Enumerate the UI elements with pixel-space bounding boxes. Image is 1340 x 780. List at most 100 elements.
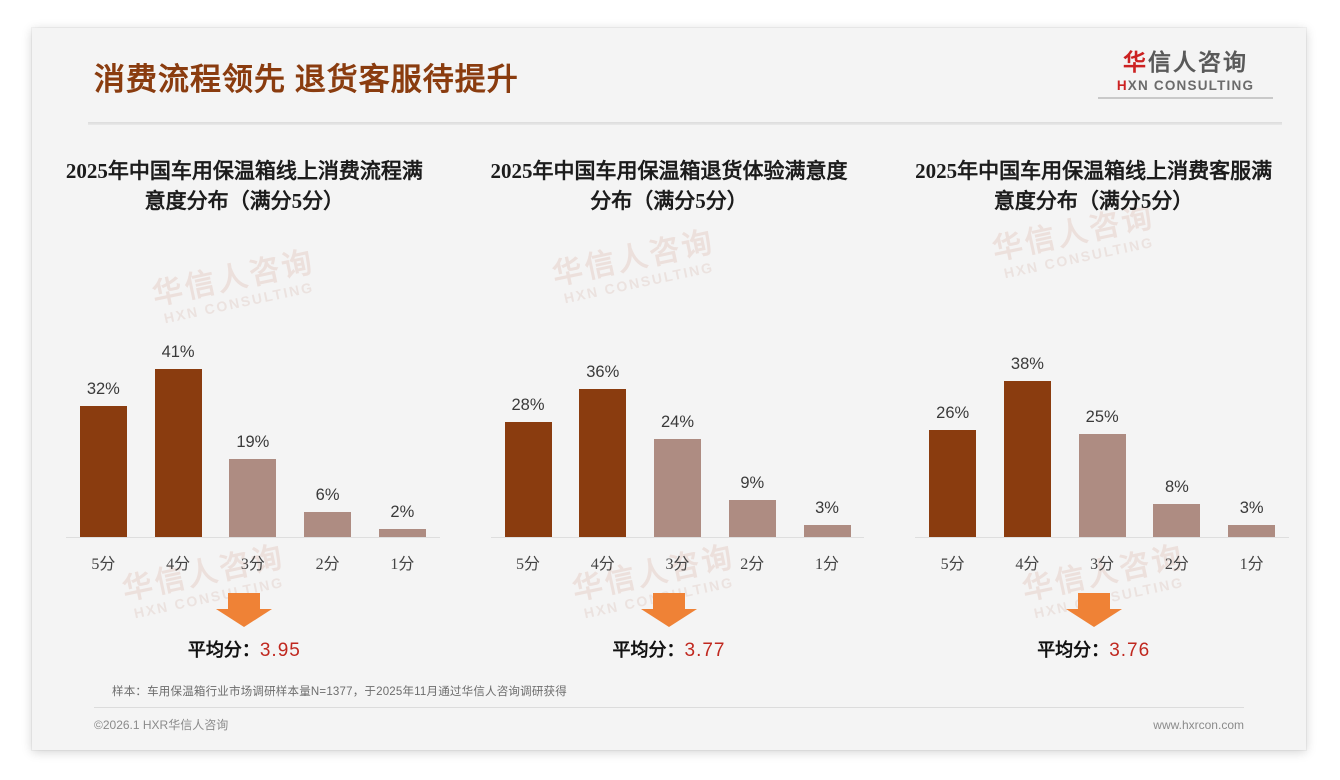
logo-underline: [1098, 97, 1273, 100]
logo-chinese-text: 华信人咨询: [1098, 50, 1273, 75]
x-axis-tick: 3分: [240, 556, 265, 573]
x-axis-tick: 5分: [940, 556, 965, 573]
bar-item: 32%: [66, 287, 141, 537]
bar-rect: [1228, 525, 1276, 537]
average-label: 平均分：: [612, 640, 685, 660]
bar-rect: [229, 459, 277, 537]
axis-baseline: [490, 537, 865, 538]
x-axis-tick: 1分: [815, 556, 840, 573]
bar-rect: [1078, 434, 1126, 537]
x-axis-tick: 2分: [315, 556, 340, 573]
bar-rect: [304, 512, 352, 537]
bar-group: 28% 36% 24% 9% 3%: [491, 287, 865, 537]
x-axis-tick: 5分: [516, 556, 541, 573]
x-axis-tick: 2分: [740, 556, 765, 573]
bar-item: 3%: [1214, 287, 1289, 537]
bar-rect: [728, 500, 776, 537]
down-arrow-wrap: [457, 593, 882, 627]
average-score: 平均分：3.95: [32, 636, 457, 662]
average-value: 3.76: [1109, 640, 1151, 661]
logo-cn-rest: 信人咨询: [1148, 50, 1248, 75]
bar-value-label: 3%: [815, 499, 839, 517]
bar-rect: [803, 525, 851, 537]
bar-rect: [654, 439, 702, 537]
bar-rect: [154, 369, 202, 537]
bar-chart-plot: 32% 41% 19% 6% 2% 5分 4分 3分 2分 1分: [65, 287, 440, 573]
sample-footnote: 样本：车用保温箱行业市场调研样本量N=1377，于2025年11月通过华信人咨询…: [112, 686, 567, 698]
down-arrow-wrap: [32, 593, 457, 627]
x-axis-tick: 1分: [1239, 556, 1264, 573]
charts-row: 2025年中国车用保温箱线上消费流程满意度分布（满分5分） 32% 41% 19% 6…: [32, 138, 1306, 678]
axis-baseline: [915, 537, 1290, 538]
bar-rect: [504, 422, 552, 537]
bar-value-label: 3%: [1239, 499, 1264, 517]
bar-item: 28%: [491, 287, 566, 537]
slide-header: 消费流程领先 退货客服待提升 华信人咨询 HXN CONSULTING: [32, 28, 1306, 122]
header-divider: [88, 122, 1282, 125]
bar-value-label: 25%: [1085, 408, 1119, 426]
chart-column-3: 2025年中国车用保温箱线上消费客服满意度分布（满分5分） 26% 38% 25% 8…: [881, 138, 1306, 678]
bar-value-label: 36%: [586, 363, 620, 381]
slide-footer: ©2026.1 HXR华信人咨询 www.hxrcon.com: [94, 716, 1244, 733]
copyright-text: ©2026.1 HXR华信人咨询: [94, 718, 229, 732]
chart-title: 2025年中国车用保温箱线上消费客服满意度分布（满分5分）: [915, 159, 1273, 214]
axis-baseline: [65, 537, 440, 538]
average-value: 3.77: [684, 640, 726, 661]
x-axis-tick: 4分: [1015, 556, 1040, 573]
bar-item: 9%: [715, 287, 790, 537]
bar-rect: [1153, 504, 1201, 537]
x-axis-tick: 4分: [590, 556, 615, 573]
x-axis-tick: 3分: [1090, 556, 1115, 573]
x-axis-tick: 1分: [390, 556, 415, 573]
x-axis-labels: 5分 4分 3分 2分 1分: [491, 550, 865, 574]
bar-value-label: 41%: [161, 343, 195, 361]
logo-en-accent-char: H: [1116, 78, 1128, 94]
down-arrow-icon: [216, 593, 273, 627]
bar-group: 26% 38% 25% 8% 3%: [915, 287, 1289, 537]
bar-item: 2%: [365, 287, 440, 537]
bar-value-label: 32%: [86, 380, 120, 398]
bar-rect: [1003, 381, 1051, 537]
company-logo: 华信人咨询 HXN CONSULTING: [1098, 50, 1273, 100]
bar-rect: [579, 389, 627, 537]
bar-value-label: 24%: [661, 413, 695, 431]
bar-chart-plot: 26% 38% 25% 8% 3% 5分 4分 3分 2分 1分: [915, 287, 1290, 573]
bar-item: 38%: [990, 287, 1065, 537]
average-score: 平均分：3.76: [881, 636, 1306, 662]
bar-value-label: 6%: [315, 486, 340, 504]
x-axis-labels: 5分 4分 3分 2分 1分: [915, 550, 1289, 574]
chart-title: 2025年中国车用保温箱退货体验满意度分布（满分5分）: [490, 159, 848, 214]
bar-rect: [378, 529, 426, 537]
bar-item: 25%: [1065, 287, 1140, 537]
bar-value-label: 2%: [390, 503, 415, 521]
x-axis-tick: 2分: [1164, 556, 1189, 573]
page-title: 消费流程领先 退货客服待提升: [94, 62, 519, 97]
bar-value-label: 38%: [1010, 355, 1044, 373]
down-arrow-wrap: [881, 593, 1306, 627]
chart-column-2: 2025年中国车用保温箱退货体验满意度分布（满分5分） 28% 36% 24% 9% 3…: [457, 138, 882, 678]
bar-value-label: 9%: [740, 474, 765, 492]
chart-title: 2025年中国车用保温箱线上消费流程满意度分布（满分5分）: [65, 159, 423, 214]
down-arrow-icon: [1065, 593, 1122, 627]
bar-value-label: 19%: [236, 433, 270, 451]
average-value: 3.95: [259, 640, 301, 661]
logo-cn-accent-char: 华: [1123, 50, 1148, 75]
bar-value-label: 28%: [511, 396, 545, 414]
average-label: 平均分：: [1037, 640, 1110, 660]
x-axis-tick: 5分: [91, 556, 116, 573]
bar-item: 26%: [915, 287, 990, 537]
footer-divider: [94, 707, 1244, 708]
bar-item: 19%: [215, 287, 290, 537]
bar-rect: [79, 406, 127, 537]
bar-item: 3%: [790, 287, 865, 537]
x-axis-tick: 4分: [166, 556, 191, 573]
logo-en-rest: XN CONSULTING: [1127, 78, 1255, 94]
bar-rect: [929, 430, 977, 537]
bar-group: 32% 41% 19% 6% 2%: [66, 287, 440, 537]
logo-english-text: HXN CONSULTING: [1098, 78, 1273, 93]
average-score: 平均分：3.77: [457, 636, 882, 662]
website-link[interactable]: www.hxrcon.com: [1153, 717, 1244, 732]
x-axis-labels: 5分 4分 3分 2分 1分: [66, 550, 440, 574]
chart-column-1: 2025年中国车用保温箱线上消费流程满意度分布（满分5分） 32% 41% 19% 6…: [32, 138, 457, 678]
bar-value-label: 8%: [1165, 478, 1189, 496]
